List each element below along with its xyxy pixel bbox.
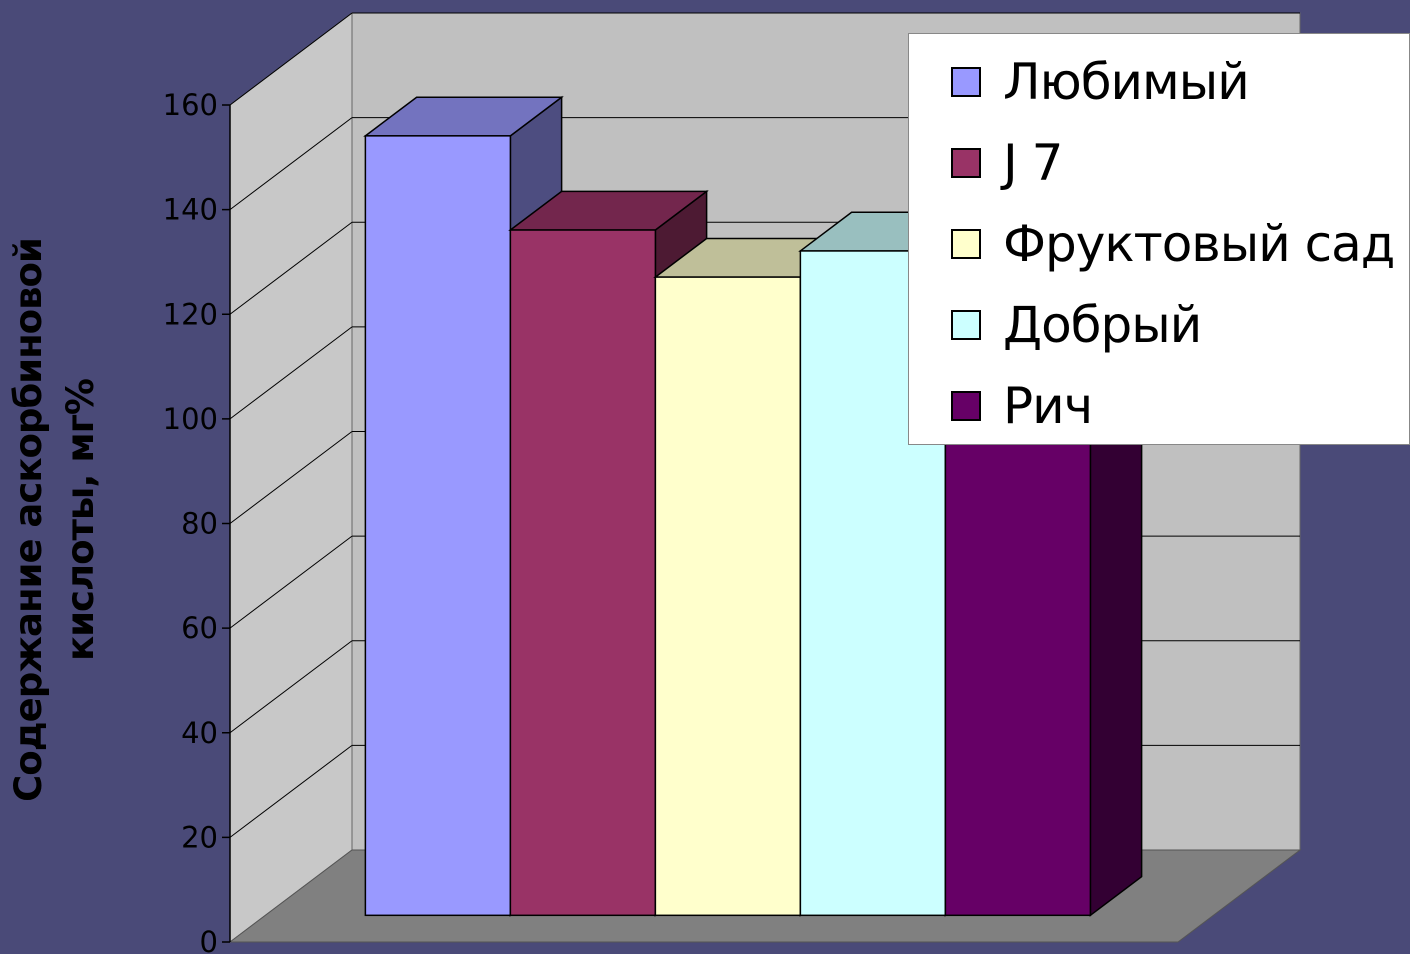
legend-label: Рич bbox=[1003, 377, 1093, 435]
legend-item: Любимый bbox=[951, 52, 1250, 112]
gridline-side bbox=[229, 117, 353, 211]
chart-legend: Любимый J 7 Фруктовый сад Добрый Рич bbox=[908, 33, 1410, 445]
gridline-side bbox=[229, 535, 353, 629]
legend-label: Фруктовый сад bbox=[1003, 215, 1395, 273]
legend-label: Добрый bbox=[1003, 296, 1202, 354]
y-tick-label: 60 bbox=[181, 611, 218, 645]
legend-label: J 7 bbox=[1003, 134, 1063, 192]
y-tick-label: 20 bbox=[181, 820, 218, 854]
y-tick-label: 0 bbox=[200, 925, 218, 954]
y-axis-title: Содержание аскорбиновой кислоты, мг% bbox=[7, 238, 102, 802]
y-tick-label: 80 bbox=[181, 507, 218, 541]
y-tick-label: 160 bbox=[163, 88, 218, 122]
legend-item: Фруктовый сад bbox=[951, 214, 1395, 274]
y-tick-label: 100 bbox=[163, 402, 218, 436]
legend-item: Рич bbox=[951, 376, 1093, 436]
legend-swatch bbox=[951, 148, 981, 178]
gridline-side bbox=[229, 640, 353, 734]
gridline-side bbox=[229, 221, 353, 315]
legend-swatch bbox=[951, 391, 981, 421]
legend-swatch bbox=[951, 229, 981, 259]
legend-label: Любимый bbox=[1003, 53, 1250, 111]
y-tick-label: 40 bbox=[181, 716, 218, 750]
gridline-side bbox=[229, 744, 353, 838]
gridline-side bbox=[229, 326, 353, 420]
legend-item: Добрый bbox=[951, 295, 1202, 355]
legend-item: J 7 bbox=[951, 133, 1063, 193]
bar bbox=[654, 276, 802, 917]
y-tick-label: 120 bbox=[163, 297, 218, 331]
legend-swatch bbox=[951, 67, 981, 97]
gridline-side bbox=[229, 431, 353, 524]
legend-swatch bbox=[951, 310, 981, 340]
y-tick-label: 140 bbox=[163, 193, 218, 227]
bar bbox=[509, 229, 657, 917]
gridline-side bbox=[229, 12, 353, 106]
bar bbox=[364, 135, 512, 917]
